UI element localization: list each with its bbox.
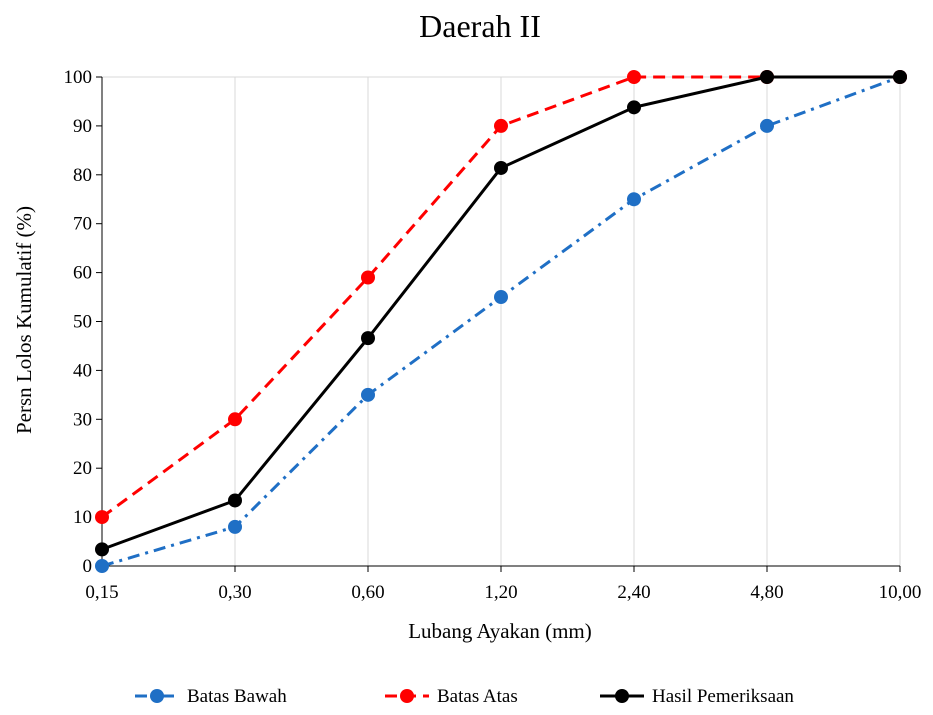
- data-point: [95, 542, 109, 556]
- legend-label: Hasil Pemeriksaan: [652, 686, 794, 707]
- data-point: [494, 119, 508, 133]
- y-tick-label: 50: [73, 312, 92, 333]
- legend-marker: [400, 689, 414, 703]
- data-point: [361, 331, 375, 345]
- data-point: [760, 70, 774, 84]
- y-axis-label: Persn Lolos Kumulatif (%): [12, 206, 36, 434]
- data-point: [760, 119, 774, 133]
- y-tick-label: 40: [73, 360, 92, 381]
- x-tick-label: 4,80: [750, 582, 783, 603]
- x-tick-label: 1,20: [484, 582, 517, 603]
- y-tick-label: 10: [73, 507, 92, 528]
- x-axis-label: Lubang Ayakan (mm): [408, 619, 592, 643]
- legend-label: Batas Bawah: [187, 686, 287, 707]
- chart-title: Daerah II: [419, 8, 541, 44]
- data-point: [494, 161, 508, 175]
- legend-label: Batas Atas: [437, 686, 518, 707]
- data-point: [361, 388, 375, 402]
- x-tick-label: 2,40: [617, 582, 650, 603]
- data-point: [627, 100, 641, 114]
- x-tick-label: 0,30: [218, 582, 251, 603]
- legend-item: Batas Bawah: [135, 686, 287, 707]
- x-tick-label: 0,15: [85, 582, 118, 603]
- data-point: [95, 510, 109, 524]
- legend-item: Batas Atas: [385, 686, 518, 707]
- data-point: [627, 192, 641, 206]
- x-tick-label: 0,60: [351, 582, 384, 603]
- y-tick-label: 0: [83, 556, 93, 577]
- data-point: [228, 412, 242, 426]
- y-tick-label: 20: [73, 458, 92, 479]
- y-tick-label: 60: [73, 263, 92, 284]
- x-tick-label: 10,00: [879, 582, 922, 603]
- data-point: [627, 70, 641, 84]
- y-tick-label: 80: [73, 165, 92, 186]
- y-tick-label: 90: [73, 116, 92, 137]
- data-point: [893, 70, 907, 84]
- legend-marker: [150, 689, 164, 703]
- data-point: [228, 493, 242, 507]
- legend-marker: [615, 689, 629, 703]
- axes: [96, 77, 900, 572]
- legend-item: Hasil Pemeriksaan: [600, 686, 794, 707]
- data-point: [494, 290, 508, 304]
- tick-labels: 0 10 20 30 40 50 60 70 80 90 100 0,15 0,30 0,60 1,20 2,…: [64, 67, 922, 603]
- legend: Batas Bawah Batas Atas Hasil Pemeriksaan: [135, 686, 794, 707]
- y-tick-label: 30: [73, 409, 92, 430]
- y-tick-label: 70: [73, 214, 92, 235]
- grid: [102, 77, 900, 566]
- data-point: [228, 520, 242, 534]
- y-tick-label: 100: [64, 67, 93, 88]
- data-point: [95, 559, 109, 573]
- data-point: [361, 270, 375, 284]
